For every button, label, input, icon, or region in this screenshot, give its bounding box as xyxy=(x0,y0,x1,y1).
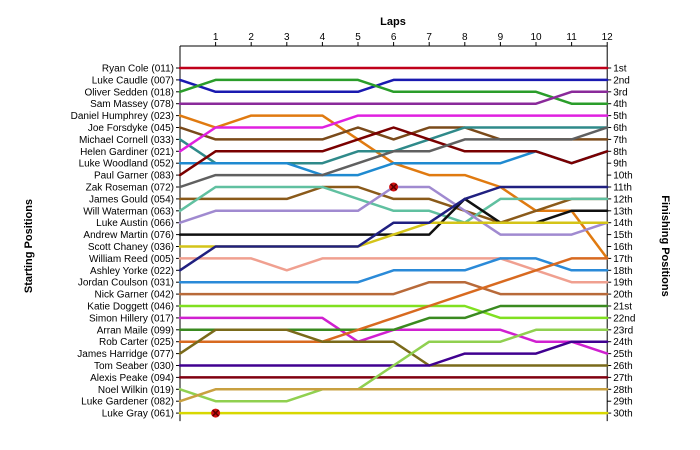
starting-position-label: William Reed (005) xyxy=(89,254,174,265)
finishing-position-label: 11th xyxy=(613,183,632,194)
lap-tick-label: 12 xyxy=(602,32,614,43)
starting-position-label: Ryan Cole (011) xyxy=(102,64,174,75)
finishing-position-label: 7th xyxy=(613,135,627,146)
finishing-position-label: 3rd xyxy=(613,87,627,98)
finishing-position-label: 28th xyxy=(613,385,632,396)
starting-position-label: Arran Maile (099) xyxy=(97,325,174,336)
finishing-position-label: 30th xyxy=(613,409,632,420)
starting-position-label: Noel Wilkin (019) xyxy=(98,385,174,396)
lap-tick-label: 4 xyxy=(320,32,326,43)
starting-position-label: Daniel Humphrey (023) xyxy=(71,111,174,122)
finishing-position-label: 4th xyxy=(613,99,627,110)
right-axis-title: Finishing Positions xyxy=(659,195,671,296)
lap-tick-label: 7 xyxy=(426,32,432,43)
starting-position-label: Oliver Sedden (018) xyxy=(85,87,175,98)
starting-position-label: Will Waterman (063) xyxy=(83,206,174,217)
finishing-position-label: 10th xyxy=(613,171,632,182)
series-line xyxy=(178,328,609,403)
finishing-position-label: 18th xyxy=(613,266,632,277)
finishing-position-label: 23rd xyxy=(613,325,633,336)
finishing-position-label: 13th xyxy=(613,206,632,217)
starting-position-label: Michael Cornell (033) xyxy=(79,135,174,146)
finishing-position-label: 6th xyxy=(613,123,627,134)
finishing-position-label: 17th xyxy=(613,254,632,265)
finishing-position-label: 21st xyxy=(613,302,632,313)
starting-position-label: Helen Gardiner (021) xyxy=(80,147,174,158)
starting-position-label: Tom Seaber (030) xyxy=(94,361,174,372)
lap-tick-label: 2 xyxy=(248,32,254,43)
lap-tick-label: 1 xyxy=(213,32,219,43)
left-axis-title: Starting Positions xyxy=(23,199,35,293)
starting-position-label: Ashley Yorke (022) xyxy=(90,266,174,277)
starting-position-label: Rob Carter (025) xyxy=(99,337,174,348)
starting-position-label: Joe Forsdyke (045) xyxy=(88,123,174,134)
finishing-position-label: 5th xyxy=(613,111,627,122)
starting-position-label: Luke Austin (066) xyxy=(96,218,174,229)
starting-position-label: Luke Gray (061) xyxy=(102,409,174,420)
retirement-marker xyxy=(211,408,221,418)
starting-position-label: Luke Gardener (082) xyxy=(81,397,174,408)
series-line xyxy=(178,126,609,189)
lap-tick-label: 3 xyxy=(284,32,290,43)
position-lines xyxy=(178,66,609,415)
starting-position-label: Nick Garner (042) xyxy=(95,290,174,301)
starting-position-label: James Gould (054) xyxy=(89,194,174,205)
starting-position-label: Andrew Martin (076) xyxy=(83,230,174,241)
series-line xyxy=(178,257,609,343)
retirement-markers xyxy=(211,182,399,418)
series-line xyxy=(178,388,609,403)
finishing-position-label: 16th xyxy=(613,242,632,253)
lap-tick-label: 11 xyxy=(566,32,577,43)
finishing-position-label: 24th xyxy=(613,337,632,348)
lap-tick-label: 9 xyxy=(498,32,504,43)
finishing-position-label: 19th xyxy=(613,278,632,289)
finishing-position-label: 8th xyxy=(613,147,627,158)
series-line xyxy=(178,185,609,224)
starting-position-label: Paul Garner (083) xyxy=(94,171,174,182)
starting-position-label: Luke Woodland (052) xyxy=(79,159,174,170)
lap-tick-label: 8 xyxy=(462,32,468,43)
starting-position-label: Luke Caudle (007) xyxy=(92,75,174,86)
finishing-position-label: 15th xyxy=(613,230,632,241)
finishing-position-label: 20th xyxy=(613,290,632,301)
finishing-position-label: 12th xyxy=(613,194,632,205)
series-line xyxy=(178,280,609,296)
starting-position-label: Zak Roseman (072) xyxy=(86,183,174,194)
finishing-position-label: 2nd xyxy=(613,75,630,86)
starting-position-label: Alexis Peake (094) xyxy=(90,373,174,384)
lap-tick-label: 5 xyxy=(355,32,361,43)
finishing-position-label: 26th xyxy=(613,361,632,372)
lap-tick-label: 6 xyxy=(391,32,397,43)
starting-position-label: James Harridge (077) xyxy=(77,349,174,360)
series-line xyxy=(178,78,609,105)
finishing-position-label: 29th xyxy=(613,397,632,408)
series-line xyxy=(178,78,609,94)
series-line xyxy=(178,328,609,367)
series-line xyxy=(178,126,609,177)
starting-position-label: Simon Hillery (017) xyxy=(89,313,174,324)
series-line xyxy=(178,90,609,105)
series-line xyxy=(178,185,609,224)
finishing-position-label: 22nd xyxy=(613,313,635,324)
finishing-position-label: 27th xyxy=(613,373,632,384)
finishing-position-label: 1st xyxy=(613,64,627,75)
retirement-marker xyxy=(389,182,399,192)
finishing-position-label: 9th xyxy=(613,159,627,170)
series-line xyxy=(178,185,609,272)
finishing-position-label: 14th xyxy=(613,218,632,229)
starting-position-label: Scott Chaney (036) xyxy=(88,242,174,253)
starting-position-label: Jordan Coulson (031) xyxy=(78,278,174,289)
series-line xyxy=(178,114,609,153)
series-line xyxy=(178,257,609,284)
starting-position-label: Sam Massey (078) xyxy=(90,99,174,110)
x-axis-title: Laps xyxy=(380,16,406,28)
lap-tick-label: 10 xyxy=(530,32,542,43)
finishing-position-label: 25th xyxy=(613,349,632,360)
series-line xyxy=(178,304,609,320)
starting-position-label: Katie Doggett (046) xyxy=(87,302,174,313)
